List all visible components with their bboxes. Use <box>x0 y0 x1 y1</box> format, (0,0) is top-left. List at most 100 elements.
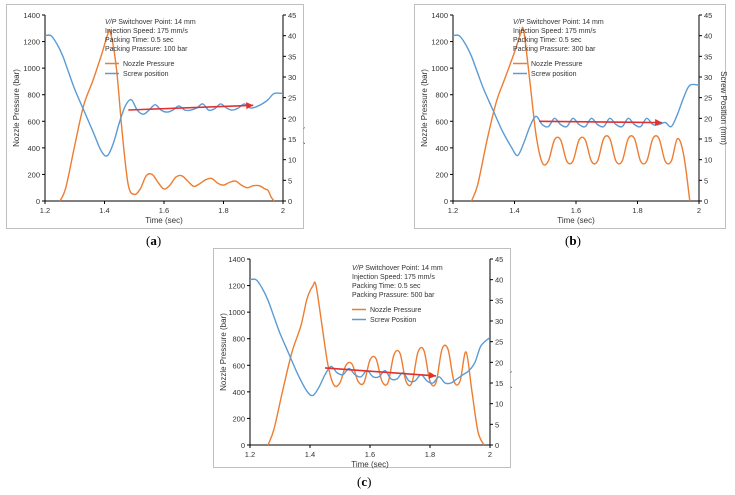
caption-b: (b) <box>565 233 581 248</box>
chart-panel-a: 0 200 400 600 800 1000 1200 1400 0 5 10 15 20 25 30 35 4… <box>6 4 305 229</box>
chart-panel-b: 0 200 400 600 800 1000 1200 1400 0 5 10 15 20 25 30 35 4… <box>414 4 727 229</box>
y-axis-label: Nozzle Pressure (bar) <box>219 313 228 391</box>
y2-tick-label: 0 <box>495 441 499 450</box>
y2-tick-label: 35 <box>704 52 712 61</box>
legend-label: Screw position <box>123 71 169 78</box>
y-tick-label: 1400 <box>23 11 40 20</box>
trend-arrow-head <box>246 102 254 110</box>
annotation-line: Packing Prassure: 500 bar <box>352 292 435 299</box>
y-tick-label: 800 <box>435 91 448 100</box>
trend-arrow-line <box>128 104 254 111</box>
y-tick-label: 600 <box>232 361 245 370</box>
y2-tick-label: 15 <box>495 379 503 388</box>
annotation-line: V/P Switchover Point: 14 mm <box>513 19 604 26</box>
y-tick-label: 1400 <box>431 11 448 20</box>
y2-tick-label: 30 <box>704 73 712 82</box>
y-tick-label: 1200 <box>23 38 40 47</box>
x-axis-label: Time (sec) <box>145 216 183 225</box>
x-tick-label: 1.8 <box>632 206 642 215</box>
y2-tick-label: 20 <box>288 114 296 123</box>
legend-label: Nozzle Pressure <box>531 61 582 68</box>
y-tick-label: 800 <box>27 91 40 100</box>
y2-tick-label: 30 <box>495 317 503 326</box>
y-tick-label: 1200 <box>431 38 448 47</box>
annotation-line: Packing Time: 0.5 sec <box>352 283 421 290</box>
y-tick-label: 1400 <box>228 255 245 264</box>
legend-label: Nozzle Pressure <box>123 61 174 68</box>
plot-area <box>45 28 283 202</box>
y2-tick-label: 45 <box>704 11 712 20</box>
y2-tick-label: 45 <box>495 255 503 264</box>
y-tick-label: 200 <box>232 414 245 423</box>
caption-c: (c) <box>357 474 372 489</box>
y-tick-label: 600 <box>27 117 40 126</box>
x-tick-label: 1.4 <box>509 206 519 215</box>
y2-tick-label: 5 <box>495 420 499 429</box>
y2-tick-label: 20 <box>704 114 712 123</box>
x-tick-label: 1.2 <box>448 206 458 215</box>
plot-area <box>453 26 699 202</box>
screw-position-line <box>250 278 490 397</box>
annotation-line: Injection Speed: 175 mm/s <box>352 274 435 281</box>
y-tick-label: 1000 <box>431 64 448 73</box>
chart-panel-c: 0 200 400 600 800 1000 1200 1400 0 5 10 15 20 25 30 35 4… <box>213 248 512 469</box>
y-tick-label: 200 <box>435 170 448 179</box>
x-tick-label: 1.2 <box>40 206 50 215</box>
y-tick-label: 0 <box>444 197 448 206</box>
y2-tick-label: 5 <box>704 176 708 185</box>
x-tick-label: 1.6 <box>571 206 581 215</box>
y-tick-label: 1000 <box>228 308 245 317</box>
trend-arrow-head <box>655 119 663 127</box>
x-tick-label: 2 <box>697 206 701 215</box>
y2-tick-label: 10 <box>704 156 712 165</box>
y-tick-label: 0 <box>36 197 40 206</box>
x-tick-label: 1.4 <box>305 450 315 459</box>
annotation-line: Injection Speed: 175 mm/s <box>105 28 188 35</box>
caption-a-letter: a <box>150 233 157 248</box>
nozzle-pressure-line <box>267 281 485 446</box>
y2-tick-label: 20 <box>495 358 503 367</box>
y2-tick-label: 0 <box>288 197 292 206</box>
caption-c-letter: c <box>361 474 368 489</box>
x-tick-label: 1.4 <box>99 206 109 215</box>
y2-tick-label: 45 <box>288 11 296 20</box>
y2-tick-label: 30 <box>288 73 296 82</box>
screw-position-line <box>45 34 283 157</box>
legend-label: Screw Position <box>370 317 416 324</box>
y2-axis-label: Screw Position (mm) <box>719 71 727 145</box>
trend-arrow-line <box>539 120 663 124</box>
chart-svg-a: 0 200 400 600 800 1000 1200 1400 0 5 10 15 20 25 30 35 4… <box>12 11 305 225</box>
trend-arrow-line <box>324 367 437 377</box>
y2-tick-label: 0 <box>704 197 708 206</box>
annotation-line: Packing Time: 0.5 sec <box>513 37 582 44</box>
plot-area <box>250 278 490 446</box>
y2-tick-label: 25 <box>704 94 712 103</box>
legend-label: Nozzle Pressure <box>370 307 421 314</box>
y-tick-label: 400 <box>232 388 245 397</box>
x-axis-label: Time (sec) <box>557 216 595 225</box>
y2-tick-label: 10 <box>288 156 296 165</box>
annotation-line: Packing Time: 0.5 sec <box>105 37 174 44</box>
nozzle-pressure-line <box>59 28 275 202</box>
caption-b-letter: b <box>569 233 577 248</box>
x-tick-label: 1.8 <box>425 450 435 459</box>
y-tick-label: 1000 <box>23 64 40 73</box>
nozzle-pressure-line <box>470 26 691 202</box>
y-tick-label: 400 <box>27 144 40 153</box>
y2-tick-label: 35 <box>288 52 296 61</box>
y2-tick-label: 35 <box>495 296 503 305</box>
y2-tick-label: 10 <box>495 400 503 409</box>
y2-tick-label: 15 <box>704 135 712 144</box>
annotation-line: V/P Switchover Point: 14 mm <box>352 265 443 272</box>
chart-svg-b: 0 200 400 600 800 1000 1200 1400 0 5 10 15 20 25 30 35 4… <box>420 11 727 225</box>
annotation-line: Injection Speed: 175 mm/s <box>513 28 596 35</box>
y2-tick-label: 40 <box>495 276 503 285</box>
y-tick-label: 400 <box>435 144 448 153</box>
x-tick-label: 1.6 <box>159 206 169 215</box>
y2-axis-label: Screw Position (mm) <box>510 315 512 389</box>
legend-label: Screw position <box>531 71 577 78</box>
x-tick-label: 1.2 <box>245 450 255 459</box>
annotation-line: Packing Prassure: 100 bar <box>105 46 188 53</box>
y2-tick-label: 25 <box>288 94 296 103</box>
y-tick-label: 0 <box>241 441 245 450</box>
